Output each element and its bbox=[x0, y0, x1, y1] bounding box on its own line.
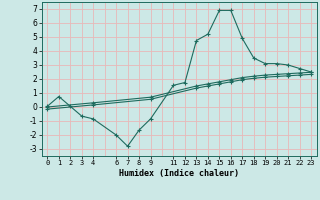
X-axis label: Humidex (Indice chaleur): Humidex (Indice chaleur) bbox=[119, 169, 239, 178]
